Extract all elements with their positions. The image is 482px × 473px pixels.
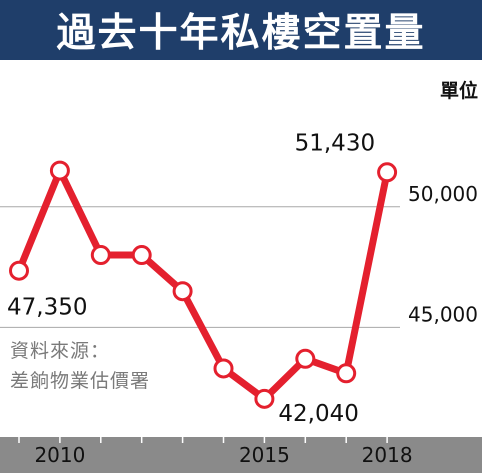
series-line <box>15 167 391 403</box>
data-point-2011 <box>90 245 111 266</box>
data-point-2009 <box>9 260 29 281</box>
y-tick-label-50,000: 50,000 <box>408 182 478 206</box>
data-point-2012 <box>131 245 152 266</box>
x-tick-label-2018: 2018 <box>362 443 413 467</box>
data-point-2013 <box>172 281 193 302</box>
source-line-2: 差餉物業估價署 <box>10 370 151 392</box>
data-point-2014 <box>213 358 234 379</box>
data-point-2015 <box>254 388 275 409</box>
y-tick-label-45,000: 45,000 <box>408 302 478 326</box>
x-tick-label-2015: 2015 <box>239 443 290 467</box>
unit-label: 單位 <box>439 80 478 102</box>
data-point-2010 <box>49 160 70 181</box>
data-point-2017 <box>336 363 357 384</box>
chart-title: 過去十年私樓空置量 <box>56 11 426 56</box>
data-label-2018: 51,430 <box>295 130 375 156</box>
x-axis-band <box>0 437 482 473</box>
data-point-2018 <box>377 162 398 183</box>
source-note: 資料來源： 差餉物業估價署 <box>10 336 150 396</box>
data-point-2016 <box>295 348 316 369</box>
title-bar: 過去十年私樓空置量 <box>0 0 482 60</box>
source-line-1: 資料來源： <box>10 340 111 362</box>
data-label-2009: 47,350 <box>7 295 87 321</box>
x-tick-label-2010: 2010 <box>34 443 85 467</box>
data-label-2015: 42,040 <box>278 401 358 427</box>
